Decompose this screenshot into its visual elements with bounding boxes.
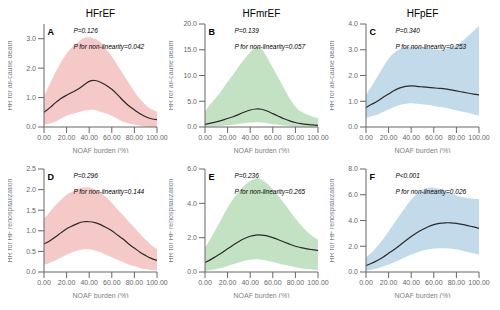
svg-text:2.0: 2.0 [348, 72, 358, 79]
html-text:HFpEF: HFpEF [406, 8, 439, 19]
svg-text:2.0: 2.0 [348, 243, 358, 250]
svg-text:1.0: 1.0 [26, 227, 36, 234]
svg-text:80.00: 80.00 [126, 134, 144, 141]
svg-text:40.00: 40.00 [80, 279, 98, 286]
html-text:HFmrEF: HFmrEF [242, 8, 281, 19]
svg-text:100.00: 100.00 [468, 279, 490, 286]
html-text:P=0.340: P=0.340 [395, 27, 420, 35]
svg-text:80.00: 80.00 [448, 279, 466, 286]
html-text:F: F [369, 172, 375, 183]
svg-text:20.00: 20.00 [380, 279, 398, 286]
svg-text:2.0: 2.0 [26, 65, 36, 72]
html-text:C: C [369, 27, 376, 38]
svg-text:HR for HF rehospitalization: HR for HF rehospitalization [8, 178, 14, 262]
svg-text:NOAF burden (%): NOAF burden (%) [233, 147, 289, 153]
html-text:P=0.236: P=0.236 [234, 172, 259, 180]
svg-text:60.00: 60.00 [103, 134, 121, 141]
html-text:B: B [208, 27, 215, 38]
svg-text:40.00: 40.00 [80, 134, 98, 141]
html-text:P<0.001: P<0.001 [395, 172, 420, 180]
svg-text:10.0: 10.0 [183, 72, 197, 79]
html-text:P for non-linearity=0.265: P for non-linearity=0.265 [234, 187, 306, 195]
svg-text:0.00: 0.00 [359, 279, 373, 286]
svg-text:40.00: 40.00 [241, 134, 259, 141]
svg-text:0.00: 0.00 [359, 134, 373, 141]
svg-text:4.0: 4.0 [348, 217, 358, 224]
svg-text:4.0: 4.0 [348, 20, 358, 27]
svg-text:3.0: 3.0 [26, 35, 36, 42]
svg-text:HR for HF rehospitalization: HR for HF rehospitalization [330, 178, 336, 262]
html-text:P for non-linearity=0.026: P for non-linearity=0.026 [395, 187, 467, 195]
svg-text:80.00: 80.00 [126, 279, 144, 286]
svg-text:20.00: 20.00 [58, 134, 76, 141]
html-text:P=0.139: P=0.139 [234, 27, 259, 35]
svg-text:1.0: 1.0 [26, 94, 36, 101]
svg-text:20.0: 20.0 [183, 20, 197, 27]
svg-text:15.0: 15.0 [183, 46, 197, 53]
html-text:P for non-linearity=0.057: P for non-linearity=0.057 [234, 42, 306, 50]
svg-text:0.00: 0.00 [37, 134, 51, 141]
svg-text:1.0: 1.0 [348, 98, 358, 105]
svg-text:20.00: 20.00 [219, 134, 237, 141]
svg-text:80.00: 80.00 [287, 279, 305, 286]
svg-text:NOAF burden (%): NOAF burden (%) [72, 292, 128, 298]
svg-text:100.00: 100.00 [307, 279, 329, 286]
svg-text:100.00: 100.00 [307, 134, 329, 141]
svg-text:40.00: 40.00 [402, 134, 420, 141]
svg-text:2.0: 2.0 [26, 186, 36, 193]
svg-text:60.00: 60.00 [264, 279, 282, 286]
svg-text:HR for all-cause death: HR for all-cause death [8, 41, 13, 111]
svg-text:4.0: 4.0 [187, 200, 197, 207]
svg-text:40.00: 40.00 [402, 279, 420, 286]
svg-text:100.00: 100.00 [468, 134, 490, 141]
svg-text:80.00: 80.00 [448, 134, 466, 141]
svg-text:0.0: 0.0 [348, 123, 358, 130]
svg-text:20.00: 20.00 [219, 279, 237, 286]
svg-text:0.00: 0.00 [198, 279, 212, 286]
svg-text:6.0: 6.0 [348, 191, 358, 198]
html-text:E: E [208, 172, 215, 183]
svg-text:NOAF burden (%): NOAF burden (%) [233, 292, 289, 298]
svg-text:NOAF burden (%): NOAF burden (%) [394, 292, 450, 298]
svg-text:6.0: 6.0 [187, 165, 197, 172]
svg-text:2.0: 2.0 [187, 234, 197, 241]
html-text:HFrEF: HFrEF [85, 8, 116, 19]
svg-text:0.0: 0.0 [26, 123, 36, 130]
svg-text:0.0: 0.0 [187, 123, 197, 130]
html-text:A: A [47, 27, 54, 38]
svg-text:100.00: 100.00 [146, 134, 168, 141]
svg-text:80.00: 80.00 [287, 134, 305, 141]
svg-text:5.0: 5.0 [187, 98, 197, 105]
html-text:P for non-linearity=0.144: P for non-linearity=0.144 [73, 187, 145, 195]
html-text:P=0.296: P=0.296 [73, 172, 98, 180]
svg-text:HR for HF rehospitalization: HR for HF rehospitalization [169, 178, 175, 262]
svg-text:60.00: 60.00 [103, 279, 121, 286]
svg-text:0.0: 0.0 [26, 268, 36, 275]
svg-text:HR for all-cause death: HR for all-cause death [330, 41, 335, 111]
svg-text:60.00: 60.00 [425, 279, 443, 286]
svg-text:20.00: 20.00 [58, 279, 76, 286]
svg-text:0.0: 0.0 [187, 268, 197, 275]
html-text:P=0.126: P=0.126 [73, 27, 98, 35]
svg-text:100.00: 100.00 [146, 279, 168, 286]
html-text:P for non-linearity=0.253: P for non-linearity=0.253 [395, 42, 467, 50]
svg-text:3.0: 3.0 [348, 46, 358, 53]
svg-text:1.5: 1.5 [26, 207, 36, 214]
svg-text:20.00: 20.00 [380, 134, 398, 141]
svg-text:NOAF burden (%): NOAF burden (%) [72, 147, 128, 153]
svg-text:NOAF burden (%): NOAF burden (%) [394, 147, 450, 153]
svg-text:0.0: 0.0 [348, 268, 358, 275]
svg-text:0.00: 0.00 [198, 134, 212, 141]
svg-text:0.00: 0.00 [37, 279, 51, 286]
svg-text:0.5: 0.5 [26, 248, 36, 255]
svg-text:8.0: 8.0 [348, 165, 358, 172]
svg-text:2.5: 2.5 [26, 165, 36, 172]
svg-text:HR for all-cause death: HR for all-cause death [169, 41, 174, 111]
svg-text:40.00: 40.00 [241, 279, 259, 286]
html-text:D: D [47, 172, 54, 183]
html-text:P for non-linearity=0.042: P for non-linearity=0.042 [73, 42, 145, 50]
svg-text:60.00: 60.00 [425, 134, 443, 141]
svg-text:60.00: 60.00 [264, 134, 282, 141]
